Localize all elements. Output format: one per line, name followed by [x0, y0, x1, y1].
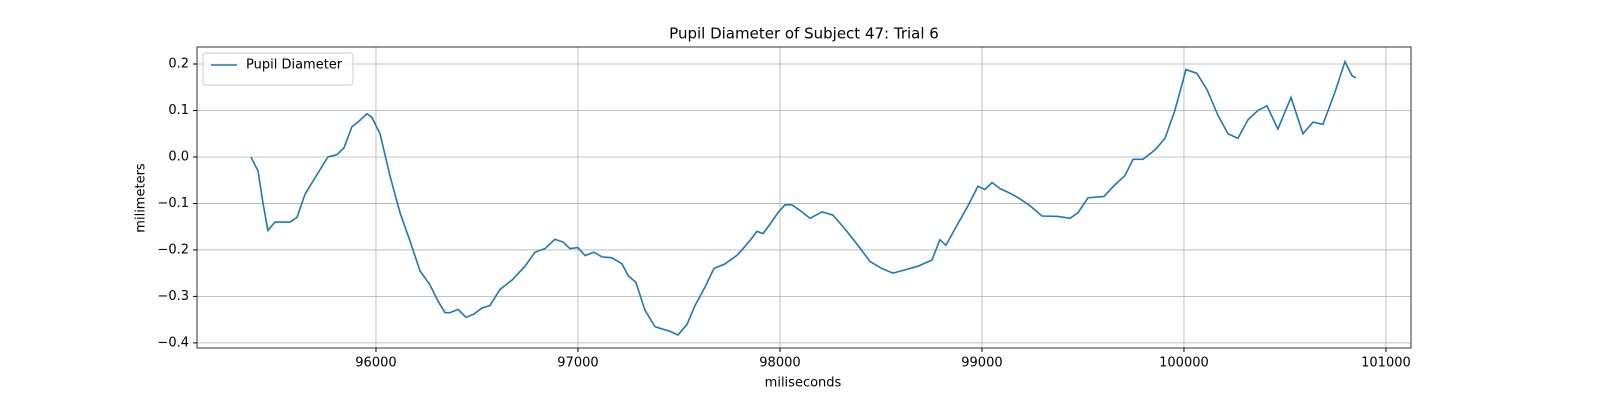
- x-axis-label: miliseconds: [765, 376, 842, 391]
- y-tick-label: −0.1: [157, 196, 189, 211]
- y-tick-label: 0.0: [168, 149, 189, 164]
- legend-box: [202, 52, 354, 86]
- y-tick-label: 0.2: [168, 57, 189, 72]
- x-tick-label: 100000: [1159, 356, 1209, 371]
- legend-label: Pupil Diameter: [246, 58, 343, 73]
- x-tick-label: 97000: [557, 356, 598, 371]
- x-tick-label: 98000: [759, 356, 800, 371]
- data-line: [250, 59, 1357, 336]
- y-tick-label: 0.1: [168, 103, 189, 118]
- y-axis-label: milimeters: [134, 163, 149, 233]
- x-tick-label: 101000: [1361, 356, 1411, 371]
- x-tick-label: 99000: [961, 356, 1002, 371]
- plot-frame: [196, 46, 1412, 349]
- chart-title: Pupil Diameter of Subject 47: Trial 6: [669, 25, 939, 43]
- y-tick-label: −0.2: [157, 242, 189, 257]
- x-tick-label: 96000: [355, 356, 396, 371]
- y-tick-label: −0.4: [157, 335, 189, 350]
- y-tick-label: −0.3: [157, 289, 189, 304]
